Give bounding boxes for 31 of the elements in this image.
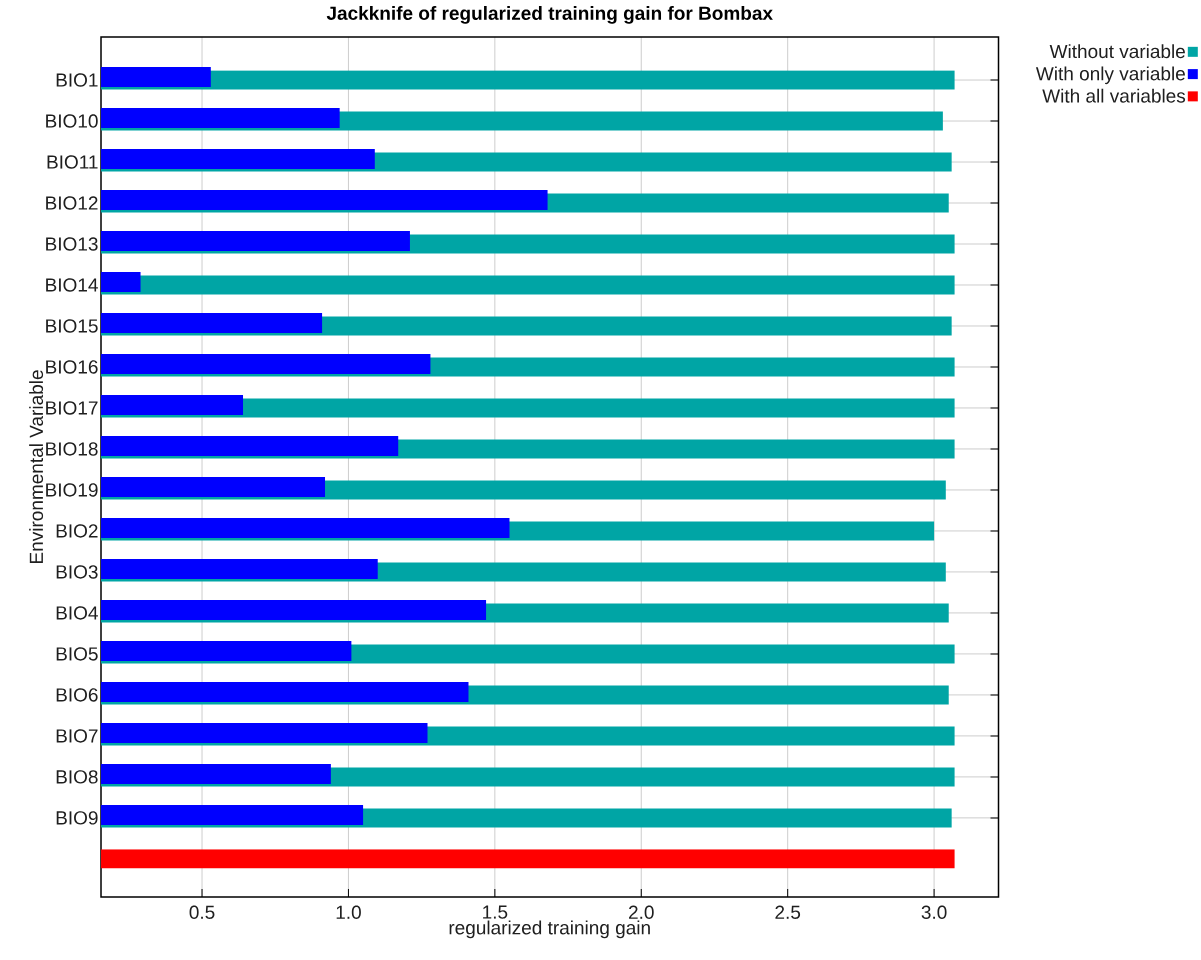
y-tick-label: BIO18 (46, 442, 98, 456)
y-tick-label: BIO7 (56, 729, 98, 743)
y-tick-label: BIO3 (56, 565, 98, 579)
y-tick-label: BIO6 (56, 688, 98, 702)
y-tick-label: BIO17 (46, 401, 98, 415)
y-tick-label: BIO10 (46, 114, 98, 128)
x-tick-label: 2.0 (629, 905, 654, 919)
y-tick-label: BIO14 (46, 278, 98, 292)
y-tick-label: BIO5 (56, 647, 98, 661)
y-tick-label: BIO13 (46, 237, 98, 251)
x-tick-label: 1.5 (483, 905, 508, 919)
x-axis-title: regularized training gain (449, 920, 650, 939)
legend-label: With all variables (1042, 88, 1186, 103)
y-tick-label: BIO12 (46, 196, 98, 210)
x-tick-label: 2.5 (775, 905, 801, 919)
x-tick-label: 0.5 (189, 905, 215, 919)
chart-title: Jackknife of regularized training gain for Bombax (326, 6, 773, 24)
x-tick-label: 1.0 (336, 905, 361, 919)
y-tick-label: BIO15 (46, 319, 98, 333)
y-tick-label: BIO19 (46, 483, 98, 497)
legend-label: With only variable (1035, 66, 1185, 85)
y-tick-label: BIO9 (56, 811, 98, 825)
legend-label: Without variable (1049, 44, 1185, 59)
y-tick-label: BIO11 (47, 155, 98, 169)
x-tick-label: 3.0 (921, 905, 947, 919)
y-axis-title: Environmental Variable (29, 370, 44, 563)
y-tick-label: BIO16 (46, 360, 98, 374)
y-tick-label: BIO2 (56, 524, 98, 538)
y-tick-label: BIO8 (56, 770, 98, 784)
y-tick-label: BIO1 (56, 73, 98, 87)
y-tick-label: BIO4 (56, 606, 98, 620)
